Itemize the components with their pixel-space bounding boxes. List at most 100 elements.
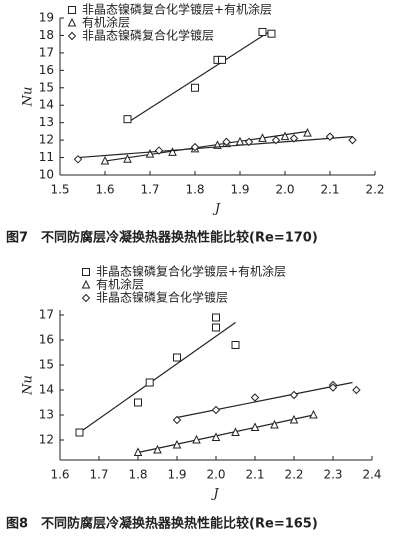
data-point (123, 115, 132, 124)
data-point (211, 405, 221, 415)
data-point (173, 353, 181, 362)
x-tick-label: 1.9 (167, 468, 186, 482)
x-tick-label: 1.5 (50, 183, 69, 197)
legend-marker (81, 279, 91, 289)
data-point (218, 55, 226, 64)
y-tick-label: 12 (39, 133, 54, 147)
y-tick-label: 11 (39, 150, 54, 164)
data-point (100, 155, 110, 165)
data-point (231, 427, 240, 436)
data-point (280, 131, 290, 141)
x-tick-label: 1.7 (89, 468, 108, 482)
data-point (212, 313, 220, 322)
x-tick-label: 1.8 (128, 468, 147, 482)
data-point (190, 142, 200, 152)
legend-marker (68, 6, 76, 14)
data-point (267, 29, 276, 38)
x-axis-label: J (210, 487, 219, 502)
data-point (258, 27, 267, 36)
data-point (145, 378, 154, 387)
y-tick-label: 16 (39, 63, 54, 77)
x-tick-label: 1.7 (140, 183, 159, 197)
fit-line (176, 381, 353, 419)
y-tick-label: 14 (39, 383, 54, 397)
data-point (211, 432, 221, 441)
data-point (75, 428, 84, 437)
data-point (133, 447, 143, 456)
data-point (145, 148, 155, 158)
data-point (328, 383, 338, 392)
y-tick-label: 12 (39, 433, 54, 447)
fit-line (104, 130, 308, 162)
caption: 图8 不同防腐层冷凝换热器换热性能比较(Re=165) (6, 516, 318, 532)
caption: 图7 不同防腐层冷凝换热器换热性能比较(Re=170) (6, 230, 318, 246)
data-point (303, 128, 312, 137)
y-tick-label: 13 (39, 408, 54, 422)
data-point (348, 135, 357, 145)
data-point (289, 414, 299, 424)
data-point (258, 133, 267, 142)
x-tick-label: 2.1 (245, 468, 264, 482)
fit-line (137, 414, 314, 454)
legend-label: 非晶态镍磷复合化学镀层 (96, 290, 228, 305)
y-tick-label: 17 (39, 45, 54, 59)
data-point (73, 155, 83, 164)
fit-line (127, 29, 272, 124)
x-tick-label: 1.8 (185, 183, 204, 197)
data-point (134, 398, 142, 407)
x-tick-label: 2.2 (365, 183, 384, 197)
legend-marker (81, 293, 91, 303)
data-point (250, 422, 260, 431)
legend-label: 非晶态镍磷复合化学镀层+有机涂层 (82, 2, 272, 17)
x-tick-label: 2.0 (206, 468, 225, 482)
legend-marker (67, 31, 77, 41)
data-point (172, 439, 182, 449)
x-tick-label: 1.6 (50, 468, 69, 482)
legend-label: 非晶态镍磷复合化学镀层 (82, 28, 214, 43)
legend-marker (67, 17, 77, 27)
y-tick-label: 16 (39, 333, 54, 347)
y-tick-label: 17 (39, 308, 54, 322)
data-point (231, 341, 240, 349)
data-point (222, 137, 231, 147)
y-axis-label: Nu (21, 375, 36, 396)
y-tick-label: 10 (39, 168, 54, 182)
x-tick-label: 2.1 (320, 183, 339, 197)
x-tick-label: 2.4 (362, 468, 381, 482)
data-point (191, 83, 199, 92)
data-point (289, 134, 299, 143)
x-tick-label: 1.6 (95, 183, 114, 197)
legend-label: 有机涂层 (96, 277, 144, 292)
x-axis-label: J (212, 202, 221, 217)
x-tick-label: 2.0 (275, 183, 294, 197)
y-tick-label: 15 (39, 358, 54, 372)
x-tick-label: 2.3 (323, 468, 342, 482)
data-point (270, 419, 279, 429)
y-tick-label: 19 (39, 11, 54, 25)
y-axis-label: Nu (21, 87, 36, 108)
legend-marker (82, 268, 90, 276)
data-point (172, 415, 182, 425)
data-point (325, 132, 335, 141)
data-point (250, 393, 260, 402)
data-point (212, 323, 220, 332)
legend-label: 非晶态镍磷复合化学镀层+有机涂层 (96, 264, 286, 279)
data-point (154, 146, 164, 155)
data-point (192, 434, 201, 444)
data-point (352, 385, 361, 395)
y-tick-label: 14 (39, 98, 54, 112)
data-point (123, 154, 132, 163)
y-tick-label: 15 (39, 80, 54, 94)
fit-line (79, 322, 236, 433)
x-tick-label: 1.9 (230, 183, 249, 197)
data-point (244, 137, 254, 147)
data-point (168, 147, 177, 156)
y-tick-label: 18 (39, 28, 54, 42)
y-tick-label: 13 (39, 115, 54, 129)
data-point (309, 409, 318, 419)
data-point (271, 135, 281, 145)
data-point (289, 390, 299, 400)
fit-line (77, 136, 353, 159)
